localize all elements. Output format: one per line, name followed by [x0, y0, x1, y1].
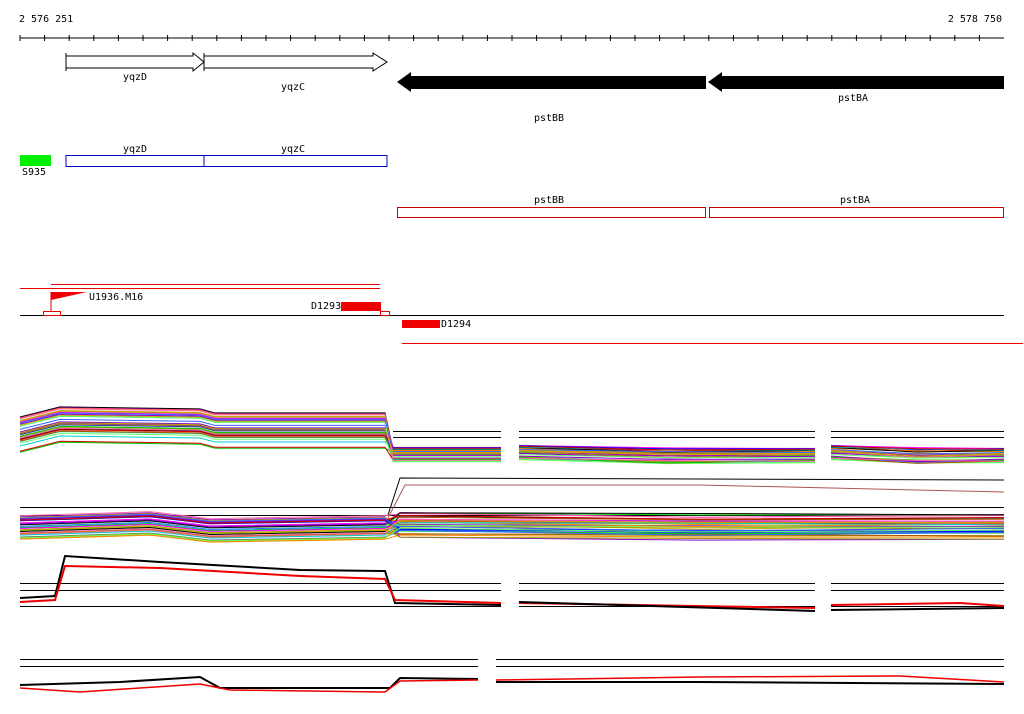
operon-box	[709, 207, 1004, 218]
feature-label: D1293	[311, 301, 341, 312]
cds-label: yqzC	[281, 144, 305, 155]
track-line	[830, 450, 1005, 457]
track-line	[19, 521, 1005, 543]
feature-mark	[380, 311, 390, 316]
track-line	[19, 513, 1005, 536]
track-line	[830, 458, 1005, 464]
track-line	[19, 521, 1005, 532]
track-line	[496, 681, 1005, 685]
track-line	[518, 450, 816, 456]
track-line	[830, 445, 1005, 450]
track-line	[19, 429, 501, 449]
track-line	[19, 554, 502, 606]
track-line	[19, 514, 1005, 528]
track-line	[518, 449, 816, 454]
track-line	[830, 445, 1005, 450]
gene-label: pstBA	[838, 93, 868, 104]
track-line	[19, 522, 1005, 539]
track-line	[19, 528, 1005, 537]
track-line	[19, 421, 501, 456]
ruler-end: 2 578 750	[948, 14, 1002, 25]
gene-label: yqzD	[123, 72, 147, 83]
track-line	[830, 446, 1005, 453]
track-line	[495, 675, 1005, 683]
track-line	[387, 484, 1005, 519]
expression-tracks	[19, 406, 1005, 693]
gene-arrow	[397, 72, 706, 92]
track-line	[19, 514, 1005, 524]
track-line	[19, 423, 501, 454]
ruler-ticks	[19, 35, 980, 41]
gene-arrow	[65, 51, 205, 73]
track-line	[830, 449, 1005, 455]
track-line	[830, 601, 1005, 607]
track-line	[19, 512, 1005, 541]
feature-mark	[43, 311, 61, 316]
spot-label: S935	[22, 167, 46, 178]
track-line	[518, 445, 816, 451]
feature-flag	[51, 292, 87, 300]
feature-box	[402, 320, 440, 328]
track-line	[19, 435, 501, 450]
operon-label: pstBB	[534, 195, 564, 206]
track-line	[387, 477, 1005, 516]
track-line	[19, 408, 501, 461]
track-line	[19, 432, 501, 458]
gene-label: pstBB	[534, 113, 564, 124]
track-line	[19, 422, 501, 454]
gene-label: yqzC	[281, 82, 305, 93]
track-line	[19, 564, 502, 604]
track-line	[830, 457, 1005, 464]
gene-arrow	[203, 52, 388, 72]
operon-box	[397, 207, 706, 218]
track-line	[518, 445, 816, 450]
track-line	[518, 459, 816, 465]
track-line	[19, 675, 479, 689]
track-line	[19, 512, 1005, 529]
track-line	[518, 601, 816, 612]
feature-label: U1936.M16	[89, 292, 143, 303]
operon-label: pstBA	[840, 195, 870, 206]
track-line	[19, 519, 1005, 528]
track-line	[518, 457, 816, 462]
cds-box	[203, 155, 388, 167]
track-line	[830, 607, 1005, 611]
feature-label: D1294	[441, 319, 471, 330]
track-line	[830, 454, 1005, 459]
track-line	[19, 520, 1005, 534]
track-line	[830, 457, 1005, 462]
track-line	[19, 679, 479, 693]
track-line	[19, 415, 501, 462]
feature-box	[341, 302, 381, 311]
ruler-start: 2 576 251	[19, 14, 73, 25]
cds-label: yqzD	[123, 144, 147, 155]
gene-arrow	[708, 72, 1004, 92]
track-line	[19, 527, 1005, 542]
cds-box	[65, 155, 205, 167]
track-line	[19, 511, 1005, 520]
track-line	[830, 455, 1005, 463]
track-line	[518, 454, 816, 459]
track-line	[518, 455, 816, 460]
spot-box	[20, 155, 51, 166]
